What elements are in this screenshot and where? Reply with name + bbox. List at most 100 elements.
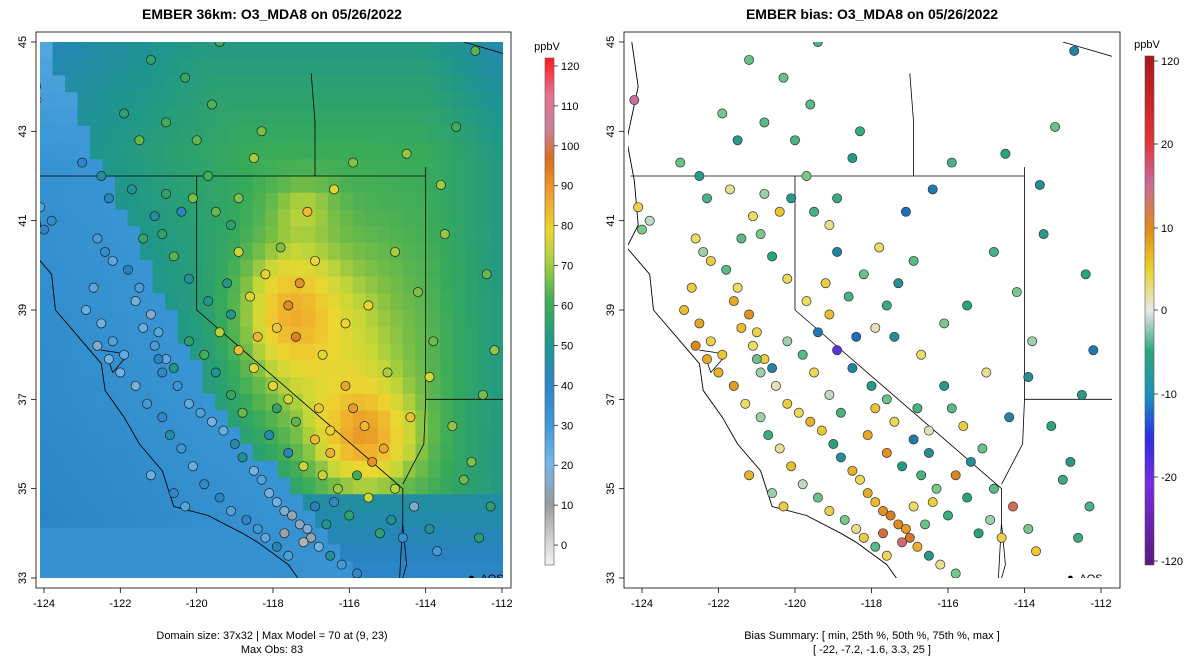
heatmap-cell [40,544,54,562]
heatmap-cell [102,209,116,227]
heatmap-cell [65,360,79,378]
heatmap-cell [65,209,79,227]
observation-sites-left [40,42,500,578]
heatmap-cell [265,276,279,294]
site-marker [103,193,114,204]
heatmap-cell [315,293,329,311]
heatmap-cell [277,109,291,127]
bias-marker [717,108,728,119]
bias-marker [866,380,877,391]
heatmap-cell [277,142,291,160]
heatmap-cell [302,444,316,462]
heatmap-cell [390,460,404,479]
heatmap-cell [302,511,316,529]
heatmap-cell [252,243,266,261]
site-marker [279,506,290,516]
heatmap-cell [315,58,329,77]
bias-marker [1050,121,1061,132]
heatmap-cell [90,142,104,160]
heatmap-cell [415,561,429,578]
site-marker [157,367,168,378]
bias-marker [889,416,900,427]
bias-marker [897,461,908,472]
bias-marker [1023,372,1034,382]
heatmap-cell [340,427,354,445]
heatmap-cell [277,176,291,194]
heatmap-cell [377,293,391,311]
heatmap-cell [77,226,91,244]
heatmap-cell [240,276,254,294]
heatmap-cell [152,142,166,160]
bias-marker [694,318,705,329]
heatmap-cell [252,42,266,60]
heatmap-cell [265,343,279,361]
bias-marker [958,421,969,432]
heatmap-cell [190,393,204,412]
heatmap-cell [427,444,442,462]
heatmap-cell [340,92,354,110]
heatmap-cell [477,176,492,194]
heatmap-cell [277,343,291,361]
heatmap-cell [427,310,442,328]
y-tick-label: 41 [17,215,29,227]
heatmap-cell [102,125,116,144]
heatmap-cell [302,377,316,395]
heatmap-cell [415,125,429,144]
heatmap-cell [465,142,479,160]
heatmap-cell [140,259,154,278]
heatmap-cell [377,276,391,294]
heatmap-cell [215,192,229,211]
heatmap-cell [127,75,141,93]
colorbar-tick-label: 20 [561,460,573,472]
heatmap-cell [427,58,442,77]
heatmap-cell [165,511,179,529]
heatmap-cell [227,477,241,495]
heatmap-cell [152,427,166,445]
heatmap-cell [327,259,341,278]
site-marker [226,220,236,231]
heatmap-cell [202,460,216,479]
heatmap-cell [252,293,266,311]
colorbar-ramp [1144,55,1155,566]
heatmap-cell [77,125,91,144]
bias-marker [694,171,705,181]
heatmap-cell [102,75,116,93]
heatmap-cell [290,427,304,445]
heatmap-cell [202,142,216,160]
heatmap-cell [490,477,503,495]
heatmap-cell [227,444,241,462]
heatmap-cell [240,58,254,77]
heatmap-cell [115,243,129,261]
colorbar-tick-label: 0 [1161,305,1167,317]
border-line [310,73,316,176]
border-line [638,0,913,2]
site-marker [138,233,149,244]
heatmap-cell [365,176,379,194]
bias-marker [717,349,728,360]
heatmap-cell [340,226,354,244]
heatmap-cell [102,92,116,110]
heatmap-cell [190,427,204,445]
heatmap-cell [352,58,366,77]
heatmap-cell [302,125,316,144]
heatmap-cell [165,125,179,144]
bias-marker [744,54,755,65]
site-marker [451,121,462,132]
heatmap-cell [390,544,404,562]
border-line [40,82,299,578]
heatmap-cell [415,343,429,361]
x-tick-label: -114 [415,598,436,610]
heatmap-cell [140,159,154,177]
heatmap-cell [390,276,404,294]
site-marker [447,421,458,432]
heatmap-cell [177,259,191,278]
heatmap-cell [127,360,141,378]
heatmap-cell [340,243,354,261]
heatmap-cell [415,427,429,445]
colorbar-tick-label: 30 [561,420,573,432]
heatmap-cell [265,176,279,194]
heatmap-cell [302,42,316,60]
heatmap-cell [490,326,503,345]
site-marker [424,523,435,534]
heatmap-cell [415,511,429,529]
